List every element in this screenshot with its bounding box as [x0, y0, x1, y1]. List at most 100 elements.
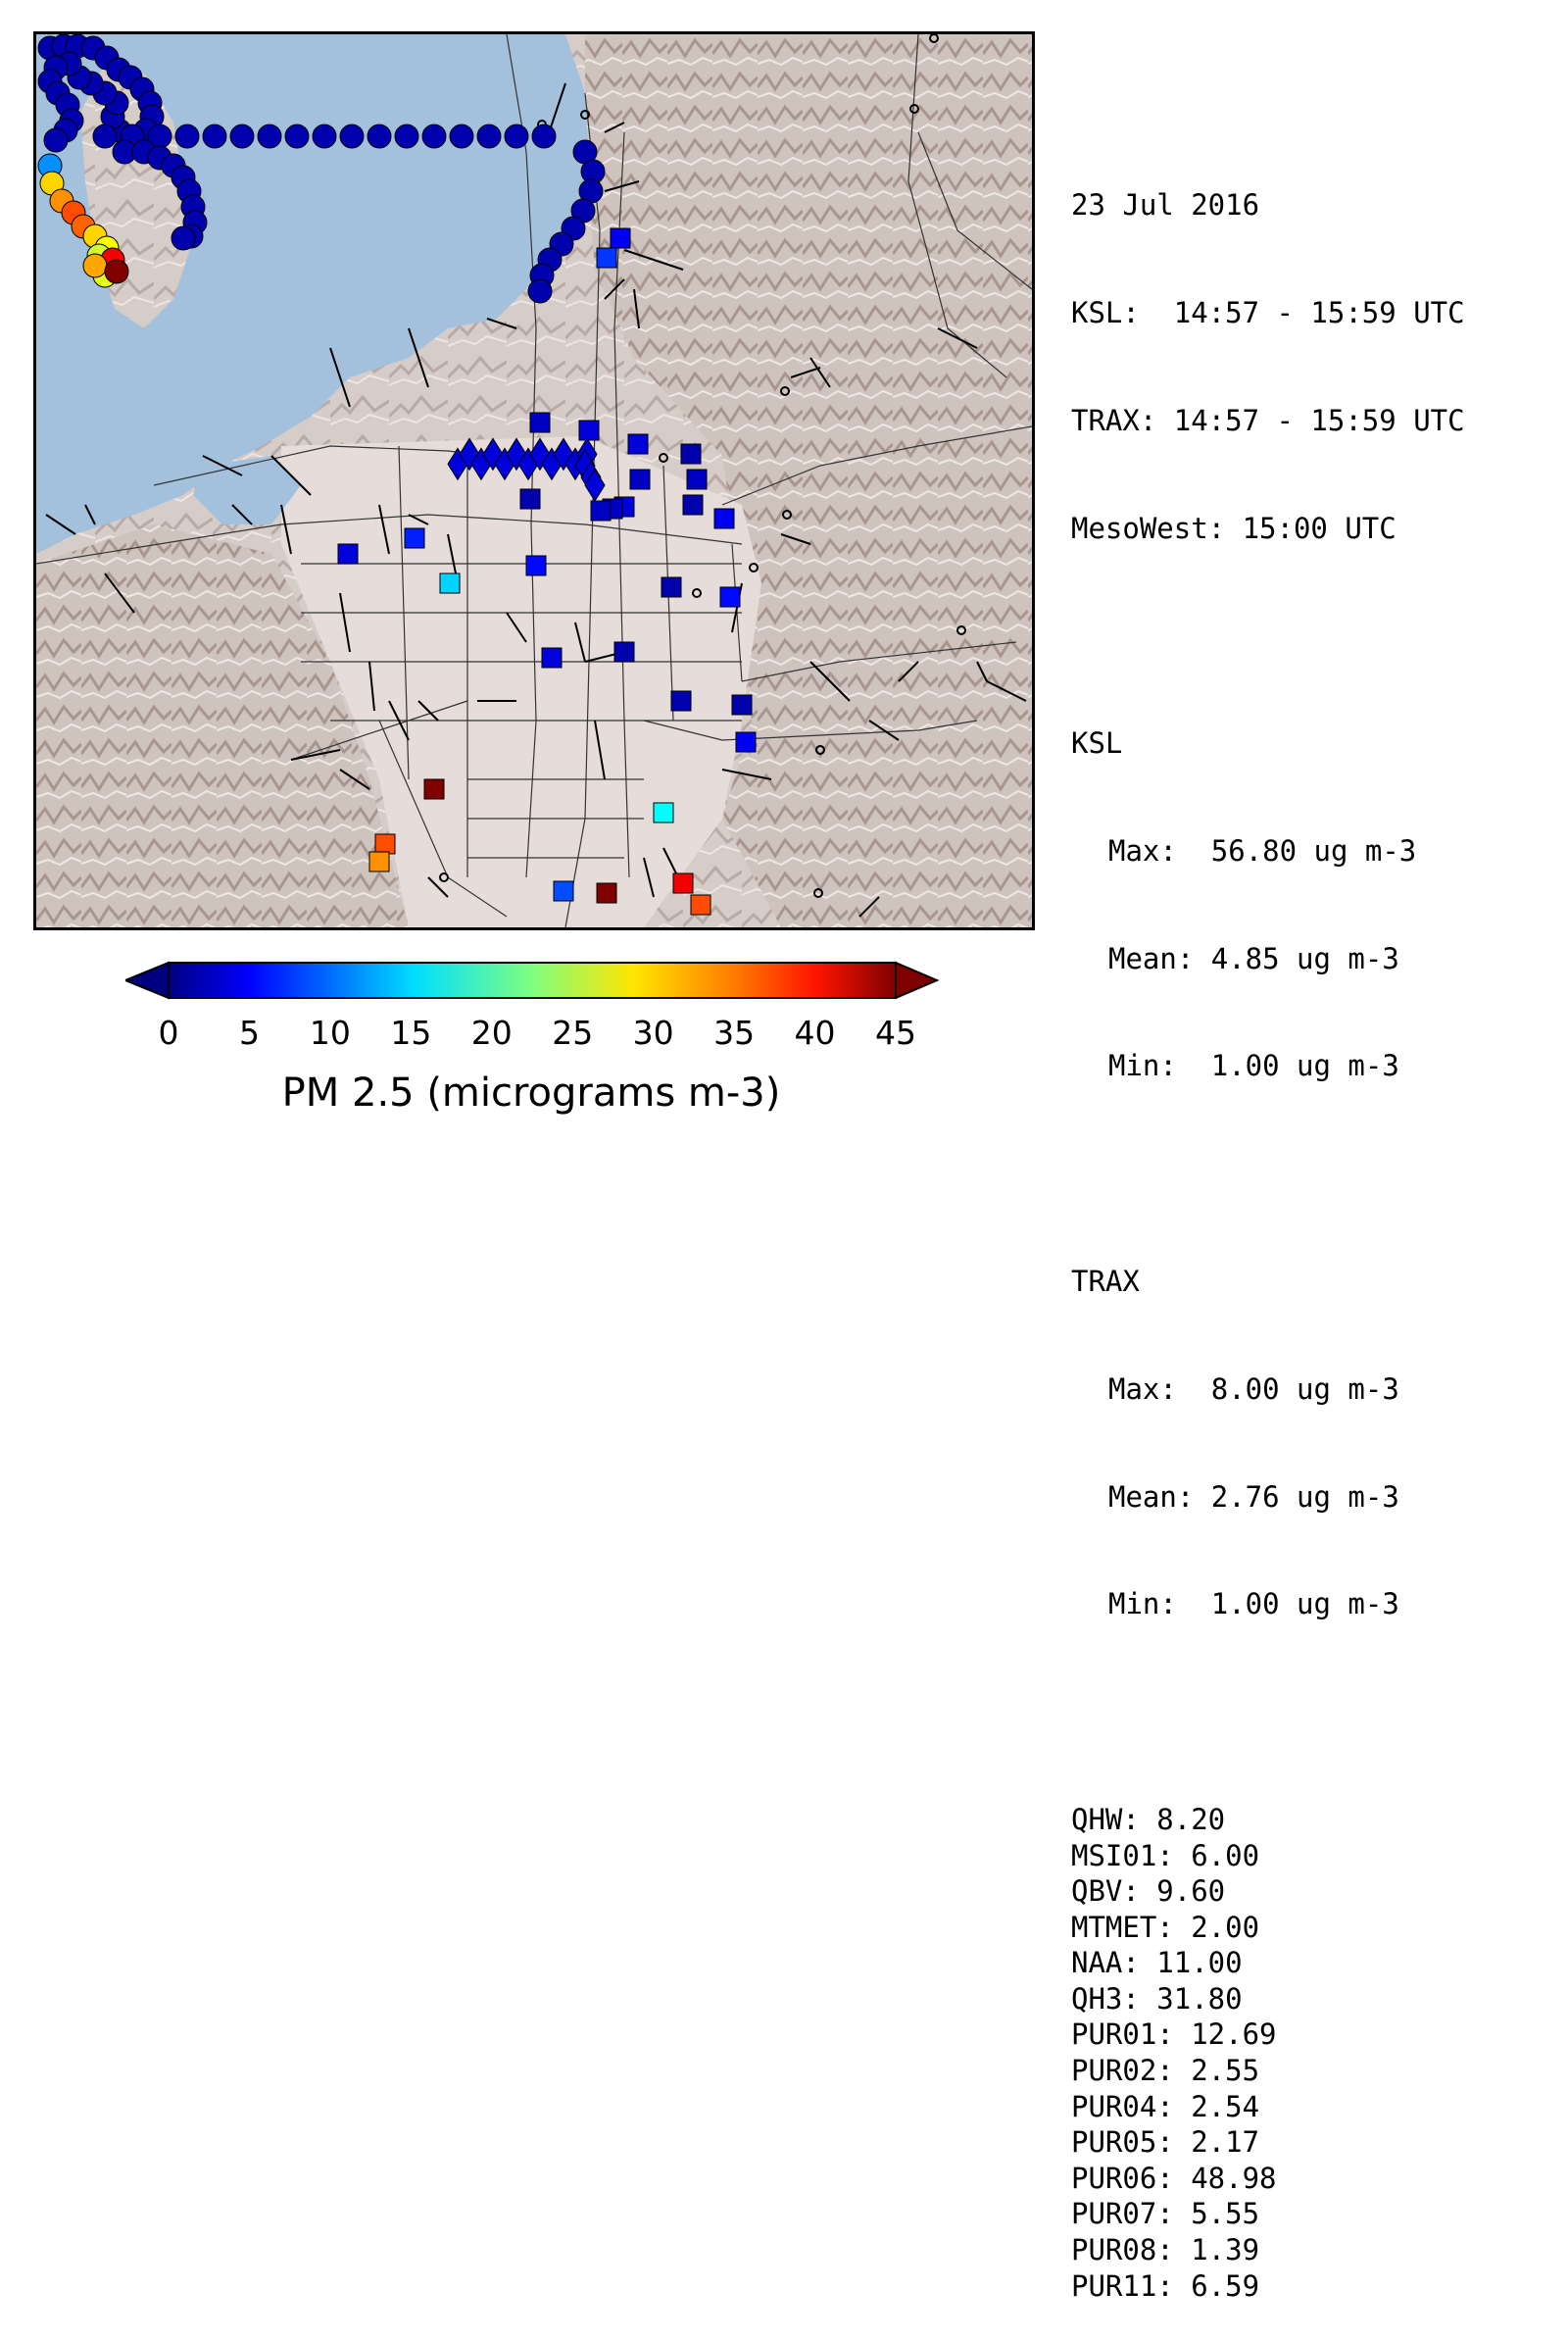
colorbar-tick-label: 35	[713, 1014, 756, 1052]
ksl-sample-point	[257, 124, 282, 149]
pm-sensor-marker	[613, 641, 635, 663]
pm-sensor-marker	[541, 647, 563, 669]
ksl-min: Min: 1.00 ug m-3	[1108, 1049, 1399, 1083]
colorbar	[122, 959, 940, 1116]
station-value: QH3: 31.80	[1071, 1981, 1243, 2016]
pm-sensor-marker	[374, 833, 396, 855]
ksl-label: KSL	[1071, 726, 1123, 761]
pm-sensor-marker	[680, 443, 702, 465]
pm-sensor-marker	[735, 731, 757, 753]
station-value: PUR11: 6.59	[1071, 2268, 1260, 2303]
station-value: MSI01: 6.00	[1071, 1838, 1260, 1872]
pm-sensor-marker	[553, 880, 574, 902]
colorbar-tick-label: 40	[794, 1014, 836, 1052]
ksl-sample-point	[421, 124, 447, 149]
colorbar-tick-label: 25	[552, 1014, 594, 1052]
station-list: QHW: 8.20 MSI01: 6.00 QBV: 9.60 MTMET: 2.00…	[1071, 1802, 1561, 2304]
station-value: PUR05: 2.17	[1071, 2125, 1260, 2160]
ksl-time-line: KSL: 14:57 - 15:59 UTC	[1071, 295, 1465, 329]
ksl-sample-point	[92, 124, 118, 149]
ksl-sample-point	[202, 124, 227, 149]
colorbar-tick-label: 5	[238, 1014, 260, 1052]
pm-sensor-marker	[731, 694, 753, 716]
trax-time-line: TRAX: 14:57 - 15:59 UTC	[1071, 403, 1465, 437]
trax-min: Min: 1.00 ug m-3	[1108, 1587, 1399, 1621]
wind-barbs	[45, 82, 1027, 918]
station-value: QHW: 8.20	[1071, 1802, 1226, 1836]
trax-mean: Mean: 2.76 ug m-3	[1108, 1479, 1399, 1514]
pm-sensor-marker	[525, 555, 547, 576]
station-value: MTMET: 2.00	[1071, 1910, 1260, 1944]
ksl-sample-point	[312, 124, 337, 149]
pm-sensor-marker	[682, 494, 704, 516]
ksl-sample-point	[82, 253, 108, 278]
pond	[193, 456, 301, 524]
ksl-sample-point	[171, 225, 196, 251]
pm-sensor-marker	[439, 573, 461, 594]
pm-sensor-marker	[686, 469, 708, 490]
pm-sensor-marker	[404, 527, 425, 549]
map-canvas	[36, 34, 1032, 927]
station-value: PUR01: 12.69	[1071, 2017, 1277, 2052]
colorbar-extend-low	[122, 961, 170, 1000]
mesowest-stations	[439, 34, 966, 898]
trax-label: TRAX	[1071, 1265, 1140, 1298]
ksl-sample-point	[394, 124, 419, 149]
ksl-sample-point	[229, 124, 255, 149]
pm-sensor-marker	[519, 488, 541, 510]
pm-sensor-marker	[423, 778, 445, 800]
pm-sensor-marker	[629, 469, 651, 490]
station-value: PUR08: 1.39	[1071, 2233, 1260, 2267]
pm-sensor-marker	[661, 576, 682, 598]
ksl-sample-point	[531, 124, 557, 149]
colorbar-extend-high	[895, 961, 940, 1000]
pm-sensor-marker	[610, 227, 631, 249]
ksl-sample-point	[104, 259, 129, 284]
ksl-track	[37, 34, 606, 304]
pm-sensor-marker	[529, 412, 551, 433]
station-value: PUR07: 5.55	[1071, 2197, 1260, 2231]
colorbar-tick-label: 20	[470, 1014, 513, 1052]
colorbar-gradient	[122, 961, 940, 1000]
date-line: 23 Jul 2016	[1071, 188, 1260, 223]
info-panel: 23 Jul 2016 KSL: 14:57 - 15:59 UTC TRAX:…	[1071, 116, 1561, 2340]
ksl-max: Max: 56.80 ug m-3	[1108, 833, 1417, 868]
mesowest-time-line: MesoWest: 15:00 UTC	[1071, 511, 1396, 545]
pm-sensor-marker	[596, 882, 617, 904]
station-value: PUR06: 48.98	[1071, 2161, 1277, 2195]
ksl-sample-point	[504, 124, 529, 149]
oquirrh-mountains	[36, 524, 409, 927]
ksl-sample-point	[527, 278, 553, 304]
map-panel	[33, 31, 1035, 930]
pm-sensor-marker	[337, 543, 359, 565]
trax-track	[447, 437, 606, 502]
pm-sensor-marker	[690, 894, 711, 916]
pm-sensor-marker	[713, 508, 735, 529]
station-value: PUR04: 2.54	[1071, 2089, 1260, 2123]
colorbar-tick-label: 45	[875, 1014, 916, 1052]
pm-sensor-marker	[670, 690, 692, 712]
ksl-sample-point	[476, 124, 502, 149]
trax-max: Max: 8.00 ug m-3	[1108, 1371, 1399, 1406]
pm-sensor-marker	[578, 420, 600, 441]
colorbar-tick-label: 10	[309, 1014, 351, 1052]
ksl-sample-point	[339, 124, 365, 149]
pm-sensor-marker	[672, 872, 694, 894]
ksl-sample-point	[367, 124, 392, 149]
colorbar-title: PM 2.5 (micrograms m-3)	[281, 1070, 781, 1116]
pm-sensor-marker	[368, 851, 390, 872]
pm-sensors	[337, 227, 757, 916]
pm-sensor-marker	[590, 500, 612, 522]
colorbar-tick-label: 0	[158, 1014, 179, 1052]
pm-sensor-marker	[653, 802, 674, 823]
ksl-mean: Mean: 4.85 ug m-3	[1108, 941, 1399, 975]
colorbar-tick-label: 15	[390, 1014, 432, 1052]
ksl-sample-point	[449, 124, 474, 149]
pm-sensor-marker	[719, 586, 741, 608]
station-value: PUR02: 2.55	[1071, 2054, 1260, 2088]
colorbar-tick-label: 30	[632, 1014, 674, 1052]
ksl-sample-point	[284, 124, 310, 149]
wasatch-mountains	[585, 34, 1032, 927]
colorbar-body	[168, 962, 897, 999]
salt-lake-valley	[281, 436, 761, 927]
